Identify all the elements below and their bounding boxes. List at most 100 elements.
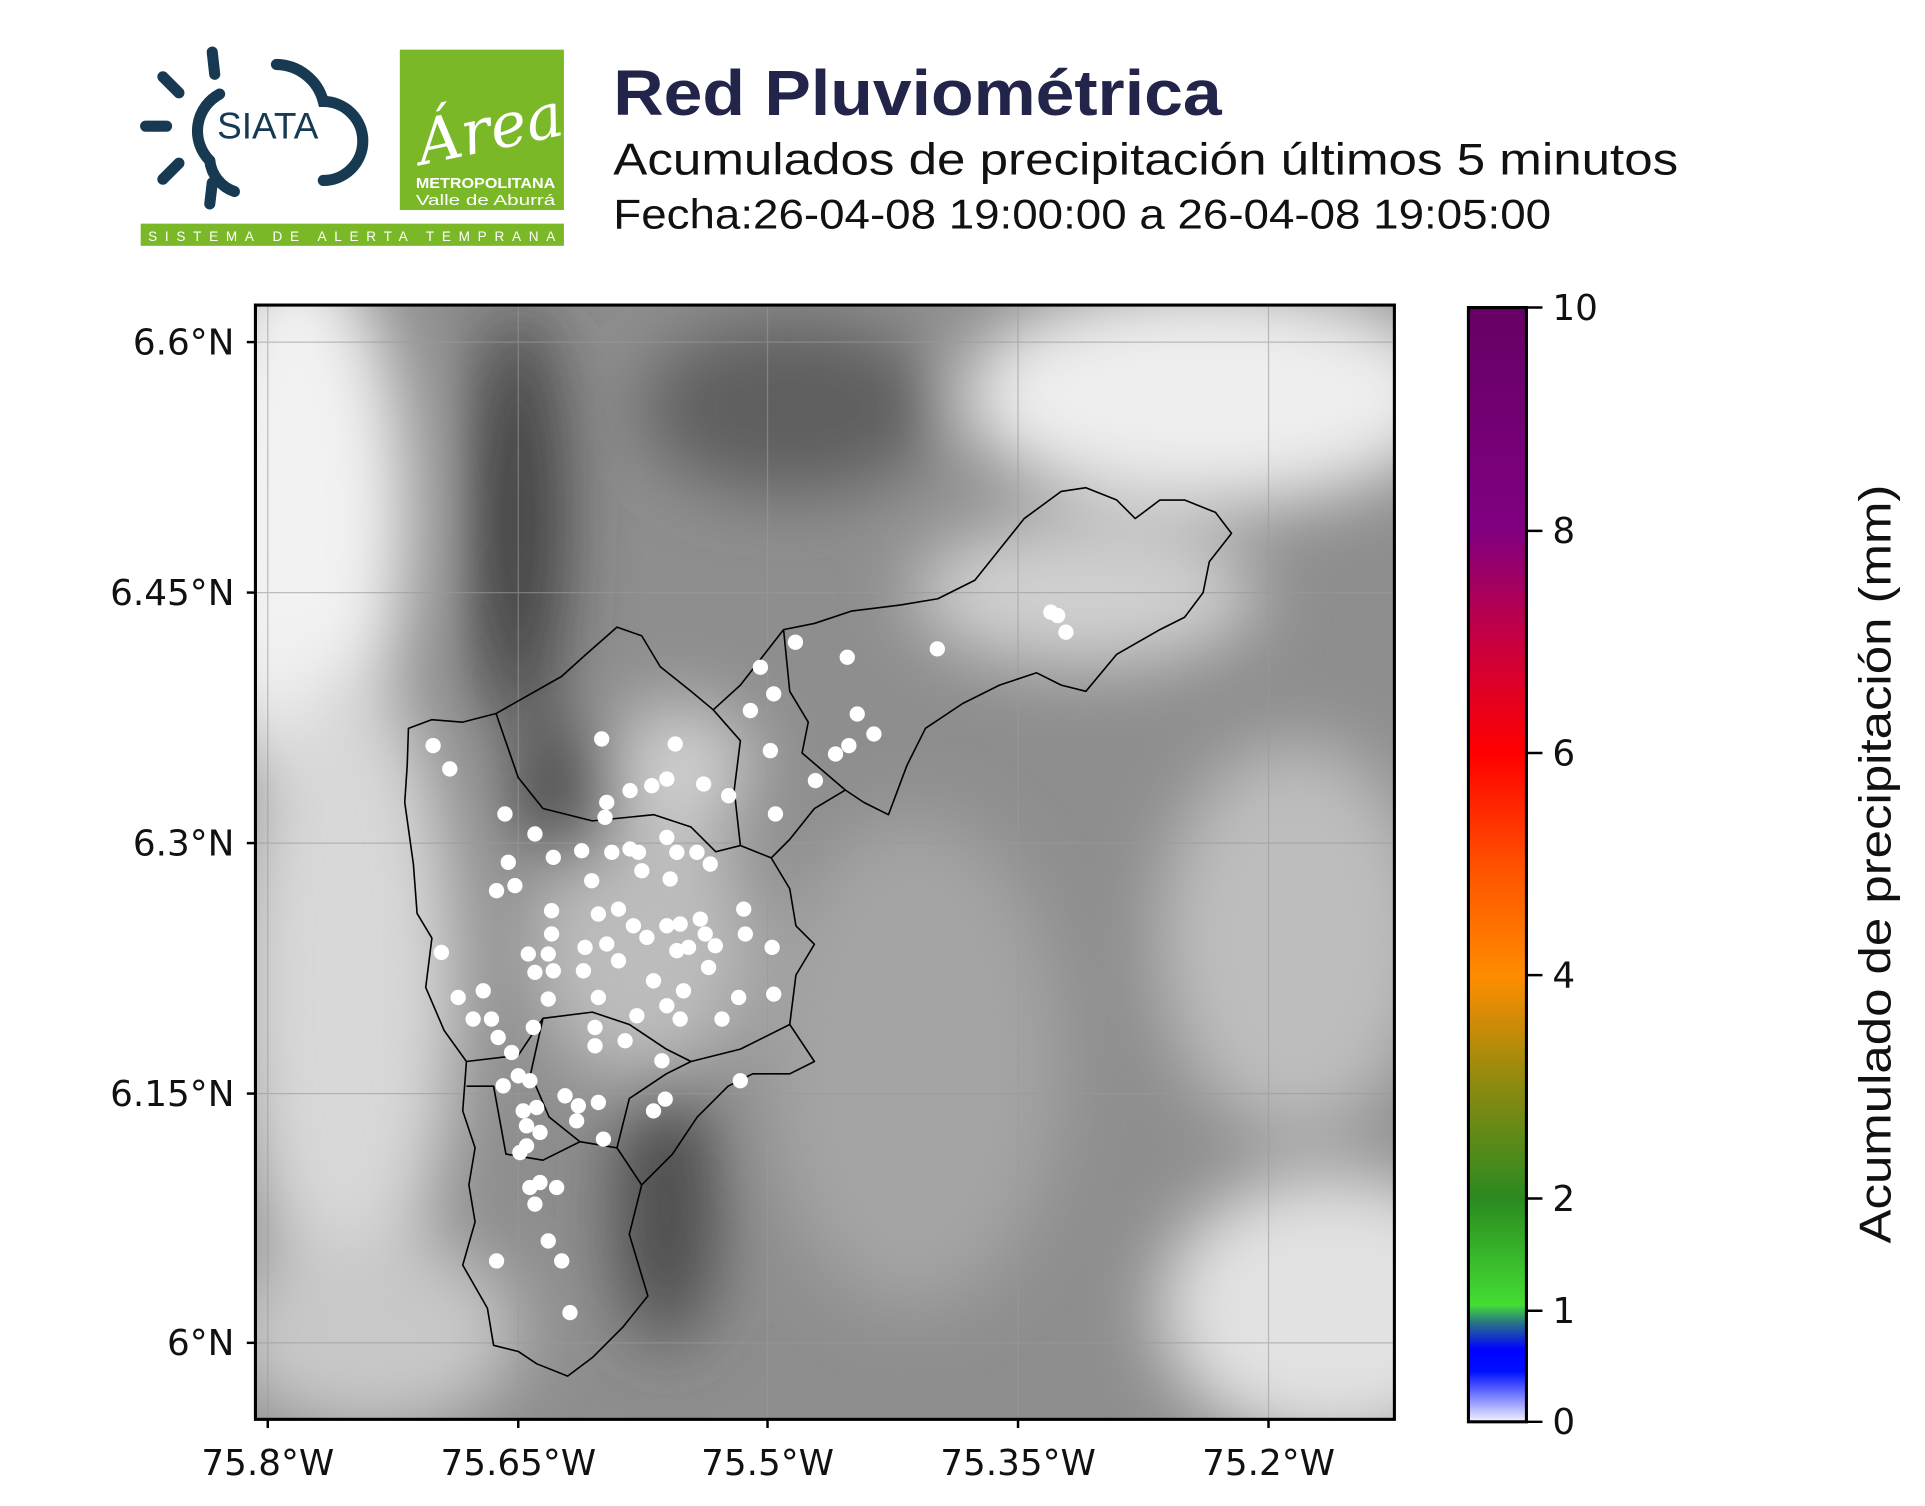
rain-gauge-station[interactable] [599, 794, 615, 811]
rain-gauge-station[interactable] [639, 929, 655, 946]
rain-gauge-station[interactable] [617, 1033, 633, 1049]
rain-gauge-station[interactable] [657, 1091, 673, 1107]
rain-gauge-station[interactable] [629, 1008, 645, 1024]
rain-gauge-station[interactable] [488, 1253, 505, 1269]
rain-gauge-station[interactable] [527, 826, 543, 842]
rain-gauge-station[interactable] [488, 883, 505, 899]
rain-gauge-station[interactable] [548, 1179, 565, 1196]
map-panel[interactable] [185, 247, 1505, 1444]
rain-gauge-station[interactable] [697, 926, 713, 942]
rain-gauge-station[interactable] [425, 737, 441, 754]
rain-gauge-station[interactable] [442, 761, 458, 777]
rain-gauge-station[interactable] [610, 953, 627, 969]
rain-gauge-station[interactable] [570, 1098, 587, 1114]
rain-gauge-station[interactable] [525, 1019, 541, 1036]
rain-gauge-station[interactable] [597, 809, 613, 825]
rain-gauge-station[interactable] [1049, 607, 1066, 624]
rain-gauge-station[interactable] [692, 911, 708, 927]
rain-gauge-station[interactable] [644, 778, 660, 794]
rain-gauge-station[interactable] [752, 659, 769, 675]
rain-gauge-station[interactable] [669, 844, 685, 860]
rain-gauge-station[interactable] [827, 746, 844, 762]
rain-gauge-station[interactable] [543, 903, 560, 919]
rain-gauge-station[interactable] [764, 939, 780, 956]
rain-gauge-station[interactable] [634, 863, 650, 879]
rain-gauge-station[interactable] [545, 963, 561, 979]
rain-gauge-station[interactable] [672, 916, 688, 932]
rain-gauge-station[interactable] [590, 989, 607, 1006]
rain-gauge-station[interactable] [807, 772, 824, 789]
rain-gauge-station[interactable] [659, 918, 675, 934]
rain-gauge-station[interactable] [540, 991, 556, 1007]
rain-gauge-station[interactable] [532, 1124, 548, 1141]
rain-gauge-station[interactable] [450, 989, 466, 1006]
rain-gauge-station[interactable] [731, 989, 747, 1006]
rain-gauge-station[interactable] [622, 782, 638, 799]
rain-gauge-station[interactable] [645, 1103, 662, 1119]
rain-gauge-station[interactable] [662, 871, 678, 887]
rain-gauge-station[interactable] [575, 963, 592, 979]
rain-gauge-station[interactable] [721, 788, 737, 804]
rain-gauge-station[interactable] [522, 1073, 538, 1089]
rain-gauge-station[interactable] [557, 1088, 573, 1104]
rain-gauge-station[interactable] [742, 702, 759, 719]
rain-gauge-station[interactable] [532, 1174, 548, 1191]
rain-gauge-station[interactable] [540, 1233, 556, 1249]
rain-gauge-station[interactable] [543, 926, 560, 942]
rain-gauge-station[interactable] [700, 959, 717, 976]
rain-gauge-station[interactable] [625, 918, 642, 934]
rain-gauge-station[interactable] [495, 1078, 511, 1094]
rain-gauge-station[interactable] [465, 1011, 481, 1027]
rain-gauge-station[interactable] [689, 844, 705, 860]
rain-gauge-station[interactable] [529, 1099, 545, 1116]
rain-gauge-station[interactable] [766, 686, 782, 702]
rain-gauge-station[interactable] [839, 649, 855, 665]
rain-gauge-station[interactable] [574, 843, 590, 859]
rain-gauge-station[interactable] [702, 856, 718, 872]
rain-gauge-station[interactable] [545, 849, 561, 866]
rain-gauge-station[interactable] [767, 806, 784, 822]
rain-gauge-station[interactable] [732, 1073, 748, 1089]
rain-gauge-station[interactable] [577, 939, 593, 956]
rain-gauge-station[interactable] [590, 906, 607, 922]
rain-gauge-station[interactable] [587, 1019, 603, 1036]
rain-gauge-station[interactable] [554, 1253, 570, 1269]
rain-gauge-station[interactable] [527, 1196, 543, 1212]
rain-gauge-station[interactable] [590, 1094, 607, 1111]
rain-gauge-station[interactable] [584, 873, 600, 889]
rain-gauge-station[interactable] [737, 926, 753, 942]
rain-gauge-station[interactable] [503, 1044, 520, 1061]
rain-gauge-station[interactable] [707, 938, 723, 954]
rain-gauge-station[interactable] [645, 973, 662, 989]
rain-gauge-station[interactable] [1058, 624, 1074, 640]
rain-gauge-station[interactable] [497, 806, 513, 822]
rain-gauge-station[interactable] [680, 939, 697, 956]
rain-gauge-station[interactable] [672, 1011, 688, 1027]
rain-gauge-station[interactable] [527, 964, 543, 981]
rain-gauge-station[interactable] [630, 844, 647, 860]
rain-gauge-station[interactable] [475, 983, 491, 999]
rain-gauge-station[interactable] [599, 936, 615, 952]
rain-gauge-station[interactable] [507, 878, 523, 894]
rain-gauge-station[interactable] [500, 854, 516, 870]
rain-gauge-station[interactable] [518, 1118, 535, 1134]
rain-gauge-station[interactable] [568, 1113, 585, 1129]
rain-gauge-station[interactable] [659, 771, 675, 787]
rain-gauge-station[interactable] [675, 983, 692, 999]
rain-gauge-station[interactable] [929, 641, 945, 657]
rain-gauge-station[interactable] [520, 946, 536, 962]
rain-gauge-station[interactable] [433, 944, 450, 961]
rain-gauge-station[interactable] [659, 829, 675, 846]
rain-gauge-station[interactable] [714, 1011, 730, 1027]
rain-gauge-station[interactable] [787, 634, 804, 650]
rain-gauge-station[interactable] [654, 1053, 670, 1069]
rain-gauge-station[interactable] [595, 1131, 612, 1147]
rain-gauge-station[interactable] [669, 943, 685, 959]
rain-gauge-station[interactable] [594, 731, 610, 747]
rain-gauge-station[interactable] [736, 901, 752, 917]
rain-gauge-station[interactable] [540, 946, 556, 962]
rain-gauge-station[interactable] [659, 998, 675, 1014]
rain-gauge-station[interactable] [866, 726, 882, 742]
rain-gauge-station[interactable] [483, 1011, 500, 1027]
rain-gauge-station[interactable] [587, 1038, 603, 1054]
